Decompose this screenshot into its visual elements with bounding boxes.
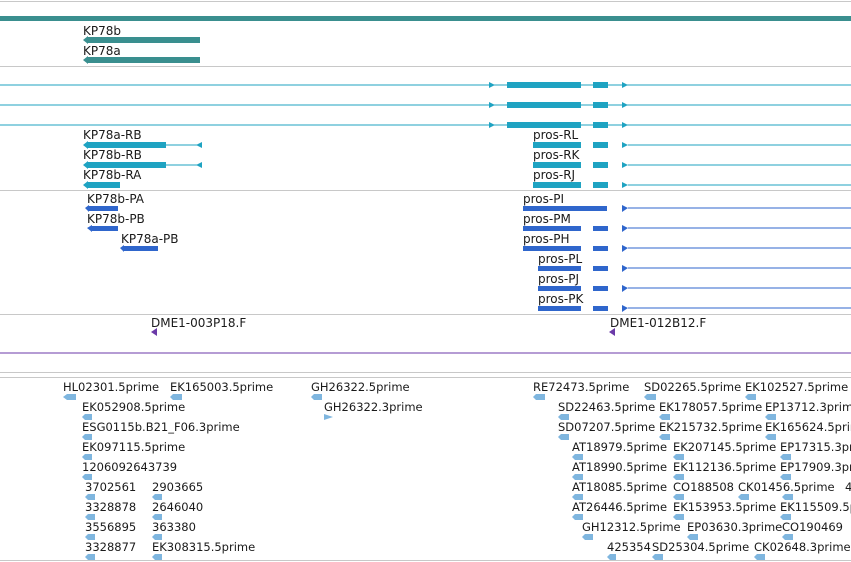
est-label[interactable]: SD02265.5prime [644, 380, 742, 394]
track-divider-transcripts [0, 66, 851, 67]
est-label[interactable]: EP03630.3prime [687, 520, 783, 534]
protein-feature-pros-pj [538, 285, 851, 292]
est-label[interactable]: 363380 [152, 520, 196, 534]
transcript-label-kp78b-rb[interactable]: KP78b-RB [83, 148, 142, 162]
est-label[interactable]: CK01456.5prime [738, 480, 835, 494]
est-label[interactable]: EP17909.3prime [780, 460, 851, 474]
est-label[interactable]: SD07207.5prime [558, 420, 656, 434]
transcript-label-kp78b-ra[interactable]: KP78b-RA [83, 168, 142, 182]
est-label[interactable]: EK165624.5prime [765, 420, 851, 434]
est-label[interactable]: EK207145.5prime [673, 440, 777, 454]
est-label[interactable]: GH26322.3prime [324, 400, 423, 414]
protein-label-pros-pk[interactable]: pros-PK [538, 292, 584, 306]
gene-feature-kp78a [83, 56, 200, 64]
track-divider-ests [0, 377, 851, 378]
track-divider-genes [0, 1, 851, 2]
transcript-label-kp78a-rb[interactable]: KP78a-RB [83, 128, 142, 142]
protein-label-pros-pj[interactable]: pros-PJ [538, 272, 579, 286]
est-label[interactable]: EK178057.5prime [659, 400, 763, 414]
transcript-row-long-1 [0, 82, 851, 88]
protein-feature-pros-pk [538, 305, 851, 312]
clone-marker-2 [609, 328, 615, 336]
transcript-feature-pros-rj [533, 182, 851, 188]
transcript-feature-kp78b-rb [83, 161, 202, 169]
transcript-feature-pros-rk [533, 162, 851, 168]
est-markers [63, 394, 793, 560]
est-label[interactable]: EK102527.5prime [745, 380, 849, 394]
est-label[interactable]: CO188508 [673, 480, 734, 494]
protein-feature-pros-ph [523, 245, 851, 252]
protein-label-pros-pm[interactable]: pros-PM [523, 212, 571, 226]
transcript-row-long-2 [0, 102, 851, 108]
protein-feature-pros-pi [523, 205, 851, 212]
est-label[interactable]: CK02648.3prime [754, 540, 851, 554]
protein-label-pros-pi[interactable]: pros-PI [523, 192, 564, 206]
transcript-label-pros-rk[interactable]: pros-RK [533, 148, 580, 162]
est-label[interactable]: SD25304.5prime [652, 540, 750, 554]
protein-label-pros-pl[interactable]: pros-PL [538, 252, 583, 266]
transcript-row-long-3 [0, 122, 851, 128]
est-label[interactable]: ESG0115b.B21_F06.3prime [82, 420, 240, 434]
est-label[interactable]: CO190469 [782, 520, 843, 534]
est-label[interactable]: EP13712.3prime [765, 400, 851, 414]
est-label[interactable]: AT26446.5prime [572, 500, 668, 514]
track-divider-proteins [0, 190, 851, 191]
est-label[interactable]: 4 [845, 480, 851, 494]
gene-label-kp78a[interactable]: KP78a [83, 44, 121, 58]
protein-label-pros-ph[interactable]: pros-PH [523, 232, 570, 246]
protein-feature-kp78a-pb [120, 245, 158, 252]
est-label[interactable]: EK215732.5prime [659, 420, 763, 434]
est-label[interactable]: 2646040 [152, 500, 204, 514]
est-label[interactable]: RE72473.5prime [533, 380, 630, 394]
est-label[interactable]: 425354 [607, 540, 651, 554]
track-divider-clones [0, 314, 851, 315]
gene-feature-kp78b [83, 36, 200, 44]
protein-label-kp78b-pa[interactable]: KP78b-PA [87, 192, 144, 206]
est-label[interactable]: EK052908.5prime [82, 400, 186, 414]
protein-feature-pros-pm [523, 225, 851, 232]
protein-feature-kp78b-pb [87, 225, 118, 232]
transcript-feature-kp78b-ra [83, 181, 120, 189]
est-label[interactable]: EK097115.5prime [82, 440, 186, 454]
est-label[interactable]: 2903665 [152, 480, 204, 494]
est-label[interactable]: EK115509.5prime [780, 500, 851, 514]
track-divider-bottom [0, 560, 851, 561]
est-label[interactable]: AT18979.5prime [572, 440, 668, 454]
est-label[interactable]: 3556895 [85, 520, 137, 534]
est-label[interactable]: EK112136.5prime [673, 460, 777, 474]
track-divider-ests-top [0, 372, 851, 373]
transcript-label-pros-rj[interactable]: pros-RJ [533, 168, 576, 182]
transcript-feature-kp78a-rb [83, 141, 202, 149]
est-label[interactable]: HL02301.5prime [63, 380, 160, 394]
gene-label-kp78b[interactable]: KP78b [83, 24, 121, 38]
est-label[interactable]: AT18990.5prime [572, 460, 668, 474]
protein-label-kp78b-pb[interactable]: KP78b-PB [87, 212, 145, 226]
est-label[interactable]: EK165003.5prime [170, 380, 274, 394]
clone-marker-1 [151, 328, 157, 336]
est-label[interactable]: EP17315.3prime [780, 440, 851, 454]
est-label[interactable]: EK308315.5prime [152, 540, 256, 554]
est-label[interactable]: 1206092643739 [82, 460, 178, 474]
protein-feature-kp78b-pa [85, 205, 118, 212]
est-label[interactable]: AT18085.5prime [572, 480, 668, 494]
protein-label-kp78a-pb[interactable]: KP78a-PB [121, 232, 179, 246]
est-label[interactable]: SD22463.5prime [558, 400, 656, 414]
est-label[interactable]: EK153953.5prime [673, 500, 777, 514]
protein-feature-pros-pl [538, 265, 851, 272]
transcript-feature-pros-rl [533, 142, 851, 148]
gene-track-header-band [0, 16, 851, 21]
clone-label-1[interactable]: DME1-003P18.F [151, 316, 247, 330]
clone-label-2[interactable]: DME1-012B12.F [610, 316, 707, 330]
est-label[interactable]: GH12312.5prime [582, 520, 681, 534]
est-label[interactable]: 3702561 [85, 480, 137, 494]
est-label[interactable]: 3328877 [85, 540, 137, 554]
est-label[interactable]: GH26322.5prime [311, 380, 410, 394]
est-label[interactable]: 3328878 [85, 500, 137, 514]
transcript-label-pros-rl[interactable]: pros-RL [533, 128, 579, 142]
